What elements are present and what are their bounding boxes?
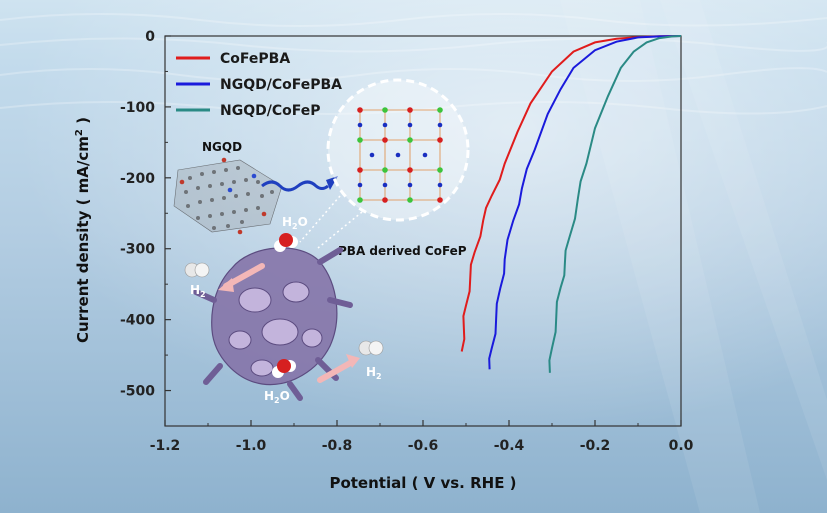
ngqd-label: NGQD: [202, 140, 242, 154]
series-line-1: [460, 35, 682, 352]
series-group: [460, 35, 682, 373]
zoom-circle: [326, 78, 470, 222]
y-tick-label: -300: [120, 242, 155, 258]
x-tick-label: -1.0: [236, 438, 267, 454]
series-line-2: [488, 35, 682, 370]
x-tick-label: -1.2: [150, 438, 181, 454]
x-tick-label: 0.0: [669, 438, 694, 454]
pba-label: PBA derived CoFeP: [338, 244, 467, 258]
water-molecule-bottom: [272, 359, 296, 378]
h2-left-h: H: [190, 283, 200, 297]
x-tick-label: -0.4: [494, 438, 525, 454]
y-axis-title-sup: 2: [74, 129, 85, 136]
y-tick-label: -400: [120, 313, 155, 329]
x-axis: -1.2 -1.0 -0.8 -0.6 -0.4 -0.2 0.0: [150, 420, 694, 454]
y-tick-label: 0: [145, 29, 155, 45]
h2o-top-h: H: [282, 215, 292, 229]
x-axis-title: Potential ( V vs. RHE ): [329, 474, 516, 492]
h2o-label-top: H2O: [282, 215, 308, 231]
y-axis: 0 -100 -200 -300 -400 -500: [120, 29, 171, 427]
h2-right-sub: 2: [376, 372, 382, 381]
y-tick-label: -500: [120, 384, 155, 400]
inset-illustration: NGQD: [173, 78, 470, 405]
h2o-bottom-o: O: [280, 389, 290, 403]
y-axis-title: Current density ( mA/cm2 ): [74, 117, 92, 343]
h2o-label-bottom: H2O: [264, 389, 290, 405]
legend-label: CoFePBA: [220, 51, 290, 67]
ngqd-sheet: [173, 157, 283, 235]
x-tick-label: -0.2: [580, 438, 611, 454]
h2-label-left: H2: [190, 283, 206, 299]
legend-label: NGQD/CoFeP: [220, 103, 321, 119]
legend-label: NGQD/CoFePBA: [220, 77, 342, 93]
h2o-bottom-sub: 2: [274, 396, 280, 405]
h2-arrow-right: [317, 359, 355, 383]
h2o-top-sub: 2: [292, 222, 298, 231]
h2-left-sub: 2: [200, 290, 206, 299]
h2-right-h: H: [366, 365, 376, 379]
y-axis-title-main: Current density ( mA/cm: [74, 136, 92, 343]
porous-framework: [211, 247, 338, 386]
x-tick-label: -0.6: [408, 438, 439, 454]
h2-molecule-right: [358, 340, 384, 356]
water-molecule-top: [274, 233, 298, 252]
h2o-bottom-h: H: [264, 389, 274, 403]
y-axis-title-close: ): [74, 117, 92, 129]
h2o-top-o: O: [298, 215, 308, 229]
series-line-3: [548, 35, 682, 373]
h2-label-right: H2: [366, 365, 382, 381]
h2-molecule-left: [184, 262, 210, 278]
y-tick-label: -100: [120, 100, 155, 116]
x-tick-label: -0.8: [322, 438, 353, 454]
transfer-arrow: [261, 180, 329, 192]
legend: CoFePBA NGQD/CoFePBA NGQD/CoFeP: [176, 51, 342, 119]
y-tick-label: -200: [120, 171, 155, 187]
